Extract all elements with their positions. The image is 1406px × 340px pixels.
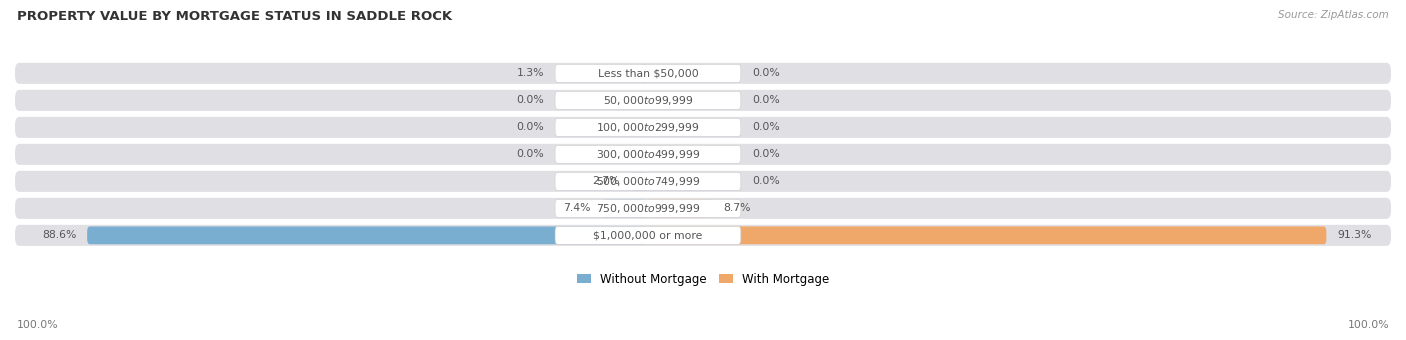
- Text: Less than $50,000: Less than $50,000: [598, 68, 699, 78]
- FancyBboxPatch shape: [15, 63, 1391, 84]
- Text: $750,000 to $999,999: $750,000 to $999,999: [596, 202, 700, 215]
- Text: $100,000 to $299,999: $100,000 to $299,999: [596, 121, 700, 134]
- Text: $500,000 to $749,999: $500,000 to $749,999: [596, 175, 700, 188]
- FancyBboxPatch shape: [15, 90, 1391, 111]
- FancyBboxPatch shape: [648, 226, 1326, 244]
- FancyBboxPatch shape: [15, 225, 1391, 246]
- FancyBboxPatch shape: [631, 172, 648, 190]
- Text: Source: ZipAtlas.com: Source: ZipAtlas.com: [1278, 10, 1389, 20]
- FancyBboxPatch shape: [87, 226, 648, 244]
- Text: PROPERTY VALUE BY MORTGAGE STATUS IN SADDLE ROCK: PROPERTY VALUE BY MORTGAGE STATUS IN SAD…: [17, 10, 451, 23]
- Text: 100.0%: 100.0%: [17, 320, 59, 330]
- FancyBboxPatch shape: [648, 200, 713, 217]
- Text: 0.0%: 0.0%: [752, 149, 779, 159]
- Text: 0.0%: 0.0%: [752, 122, 779, 132]
- FancyBboxPatch shape: [602, 200, 648, 217]
- Text: 2.7%: 2.7%: [592, 176, 620, 186]
- FancyBboxPatch shape: [15, 198, 1391, 219]
- Text: 1.3%: 1.3%: [516, 68, 544, 78]
- Text: $50,000 to $99,999: $50,000 to $99,999: [603, 94, 693, 107]
- Text: 7.4%: 7.4%: [562, 203, 591, 214]
- FancyBboxPatch shape: [15, 117, 1391, 138]
- FancyBboxPatch shape: [555, 146, 741, 163]
- FancyBboxPatch shape: [15, 171, 1391, 192]
- Text: 0.0%: 0.0%: [516, 122, 544, 132]
- Text: 0.0%: 0.0%: [752, 68, 779, 78]
- Text: 91.3%: 91.3%: [1337, 231, 1372, 240]
- FancyBboxPatch shape: [555, 118, 741, 136]
- Text: 100.0%: 100.0%: [1347, 320, 1389, 330]
- FancyBboxPatch shape: [15, 144, 1391, 165]
- Text: 0.0%: 0.0%: [752, 176, 779, 186]
- Text: 0.0%: 0.0%: [516, 149, 544, 159]
- FancyBboxPatch shape: [555, 65, 741, 82]
- FancyBboxPatch shape: [555, 200, 741, 217]
- FancyBboxPatch shape: [555, 172, 741, 190]
- Text: 0.0%: 0.0%: [752, 95, 779, 105]
- Text: $300,000 to $499,999: $300,000 to $499,999: [596, 148, 700, 161]
- FancyBboxPatch shape: [555, 226, 741, 244]
- Text: 8.7%: 8.7%: [724, 203, 751, 214]
- FancyBboxPatch shape: [640, 65, 648, 82]
- FancyBboxPatch shape: [555, 91, 741, 109]
- Legend: Without Mortgage, With Mortgage: Without Mortgage, With Mortgage: [572, 268, 834, 290]
- Text: $1,000,000 or more: $1,000,000 or more: [593, 231, 703, 240]
- Text: 0.0%: 0.0%: [516, 95, 544, 105]
- Text: 88.6%: 88.6%: [42, 231, 76, 240]
